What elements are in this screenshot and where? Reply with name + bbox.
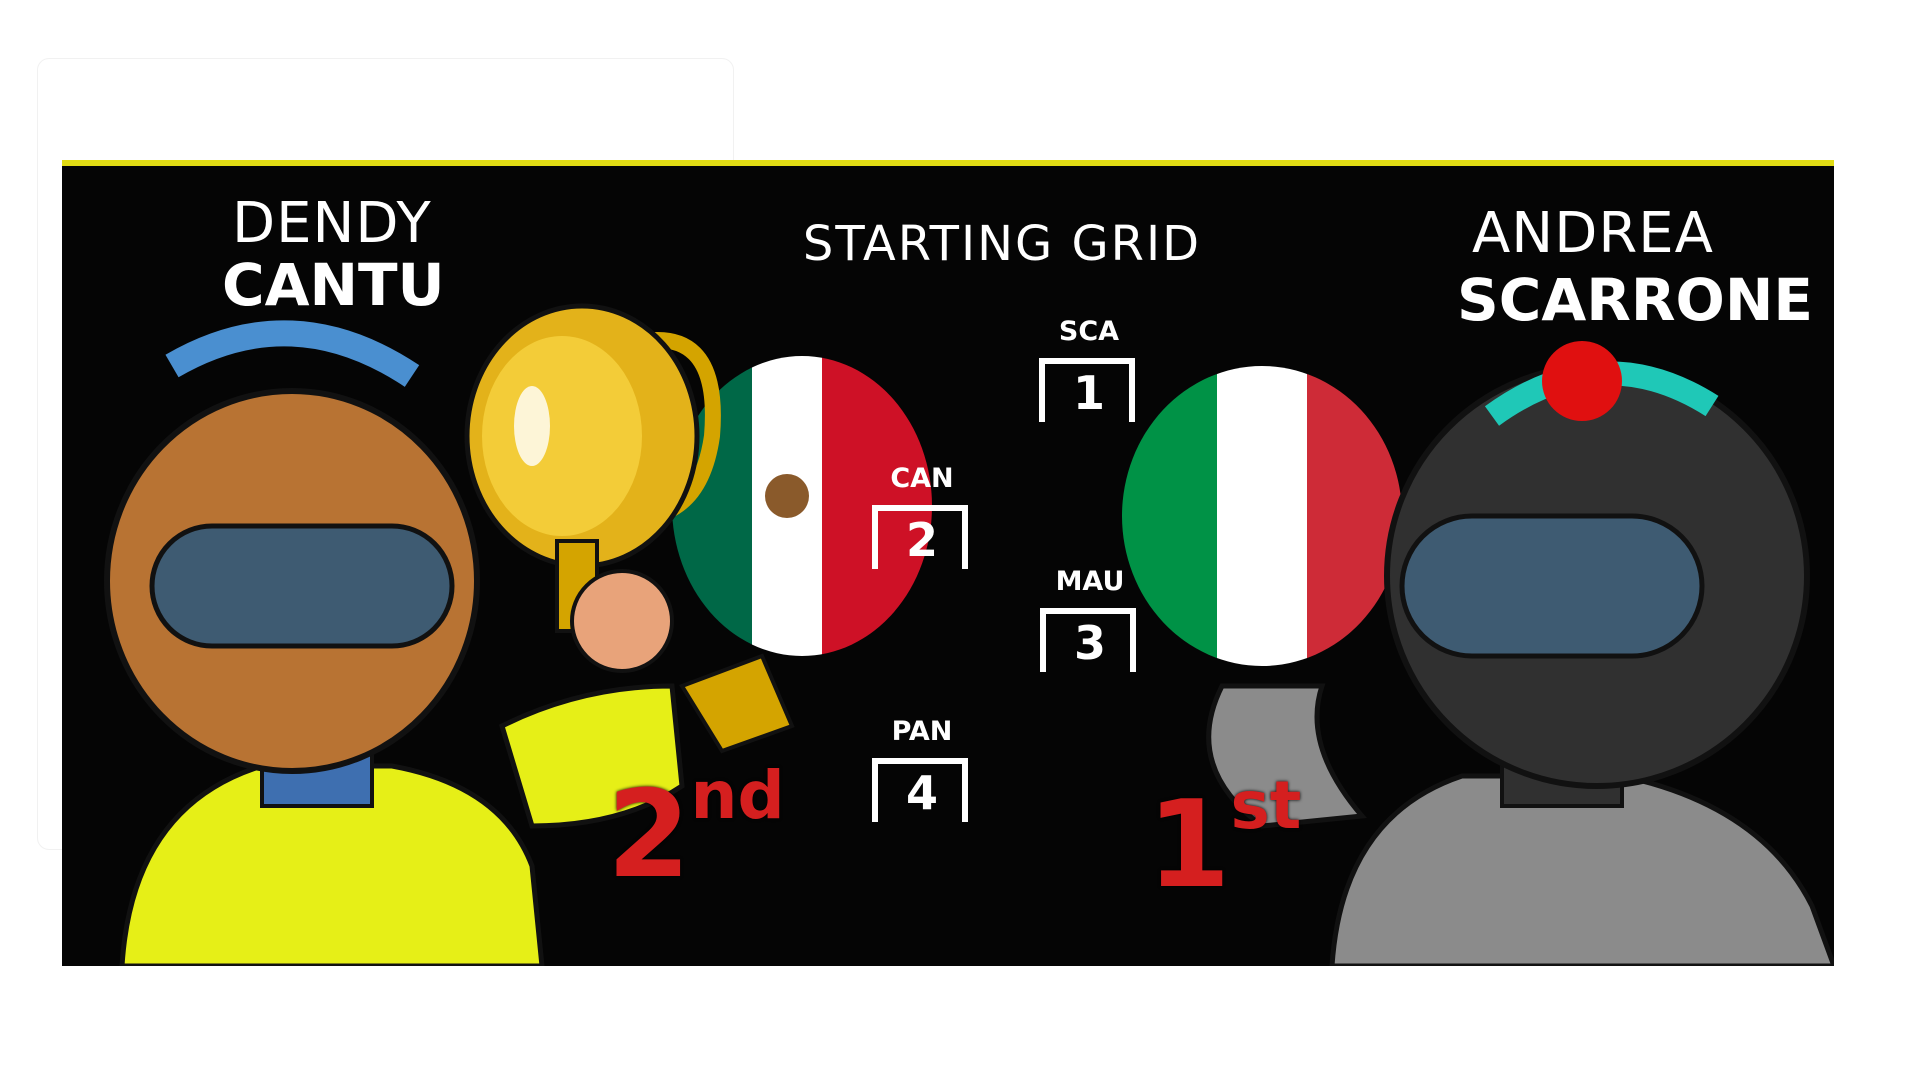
right-driver-first-name: ANDREA — [1472, 201, 1714, 266]
left-driver-first-name: DENDY — [232, 191, 432, 256]
grid-slot-code: MAU — [1055, 566, 1125, 597]
finish-number: 2 — [607, 766, 691, 905]
grid-slot-code: PAN — [891, 716, 953, 747]
left-driver-finish: 2nd — [607, 757, 785, 905]
grid-slot-box — [872, 505, 968, 569]
grid-slot-code: SCA — [1058, 316, 1120, 347]
grid-slot-box — [1039, 358, 1135, 422]
grid-slot-box — [872, 758, 968, 822]
right-driver-last-name: SCARRONE — [1457, 266, 1814, 334]
trophy-icon — [464, 303, 795, 754]
driver-helmet-icon-2 — [1206, 341, 1834, 966]
grid-slot-box — [1040, 608, 1136, 672]
finish-number: 1 — [1147, 776, 1231, 915]
italy-flag-icon — [1122, 366, 1402, 666]
illustrations — [104, 303, 1834, 966]
page-title: STARTING GRID — [802, 216, 1202, 272]
grid-slot-code: CAN — [890, 463, 954, 494]
finish-suffix: nd — [690, 757, 785, 834]
grid-slot-number: 4 — [905, 766, 938, 820]
finish-suffix: st — [1230, 767, 1302, 844]
left-driver-last-name: CANTU — [222, 251, 445, 319]
grid-slot-number: 1 — [1072, 366, 1105, 420]
starting-grid-banner: DENDY CANTU ANDREA SCARRONE STARTING GRI… — [62, 160, 1834, 966]
driver-helmet-icon — [104, 320, 685, 966]
grid-slot-number: 3 — [1073, 616, 1106, 670]
grid-slot-number: 2 — [905, 513, 938, 567]
right-driver-finish: 1st — [1147, 767, 1301, 915]
